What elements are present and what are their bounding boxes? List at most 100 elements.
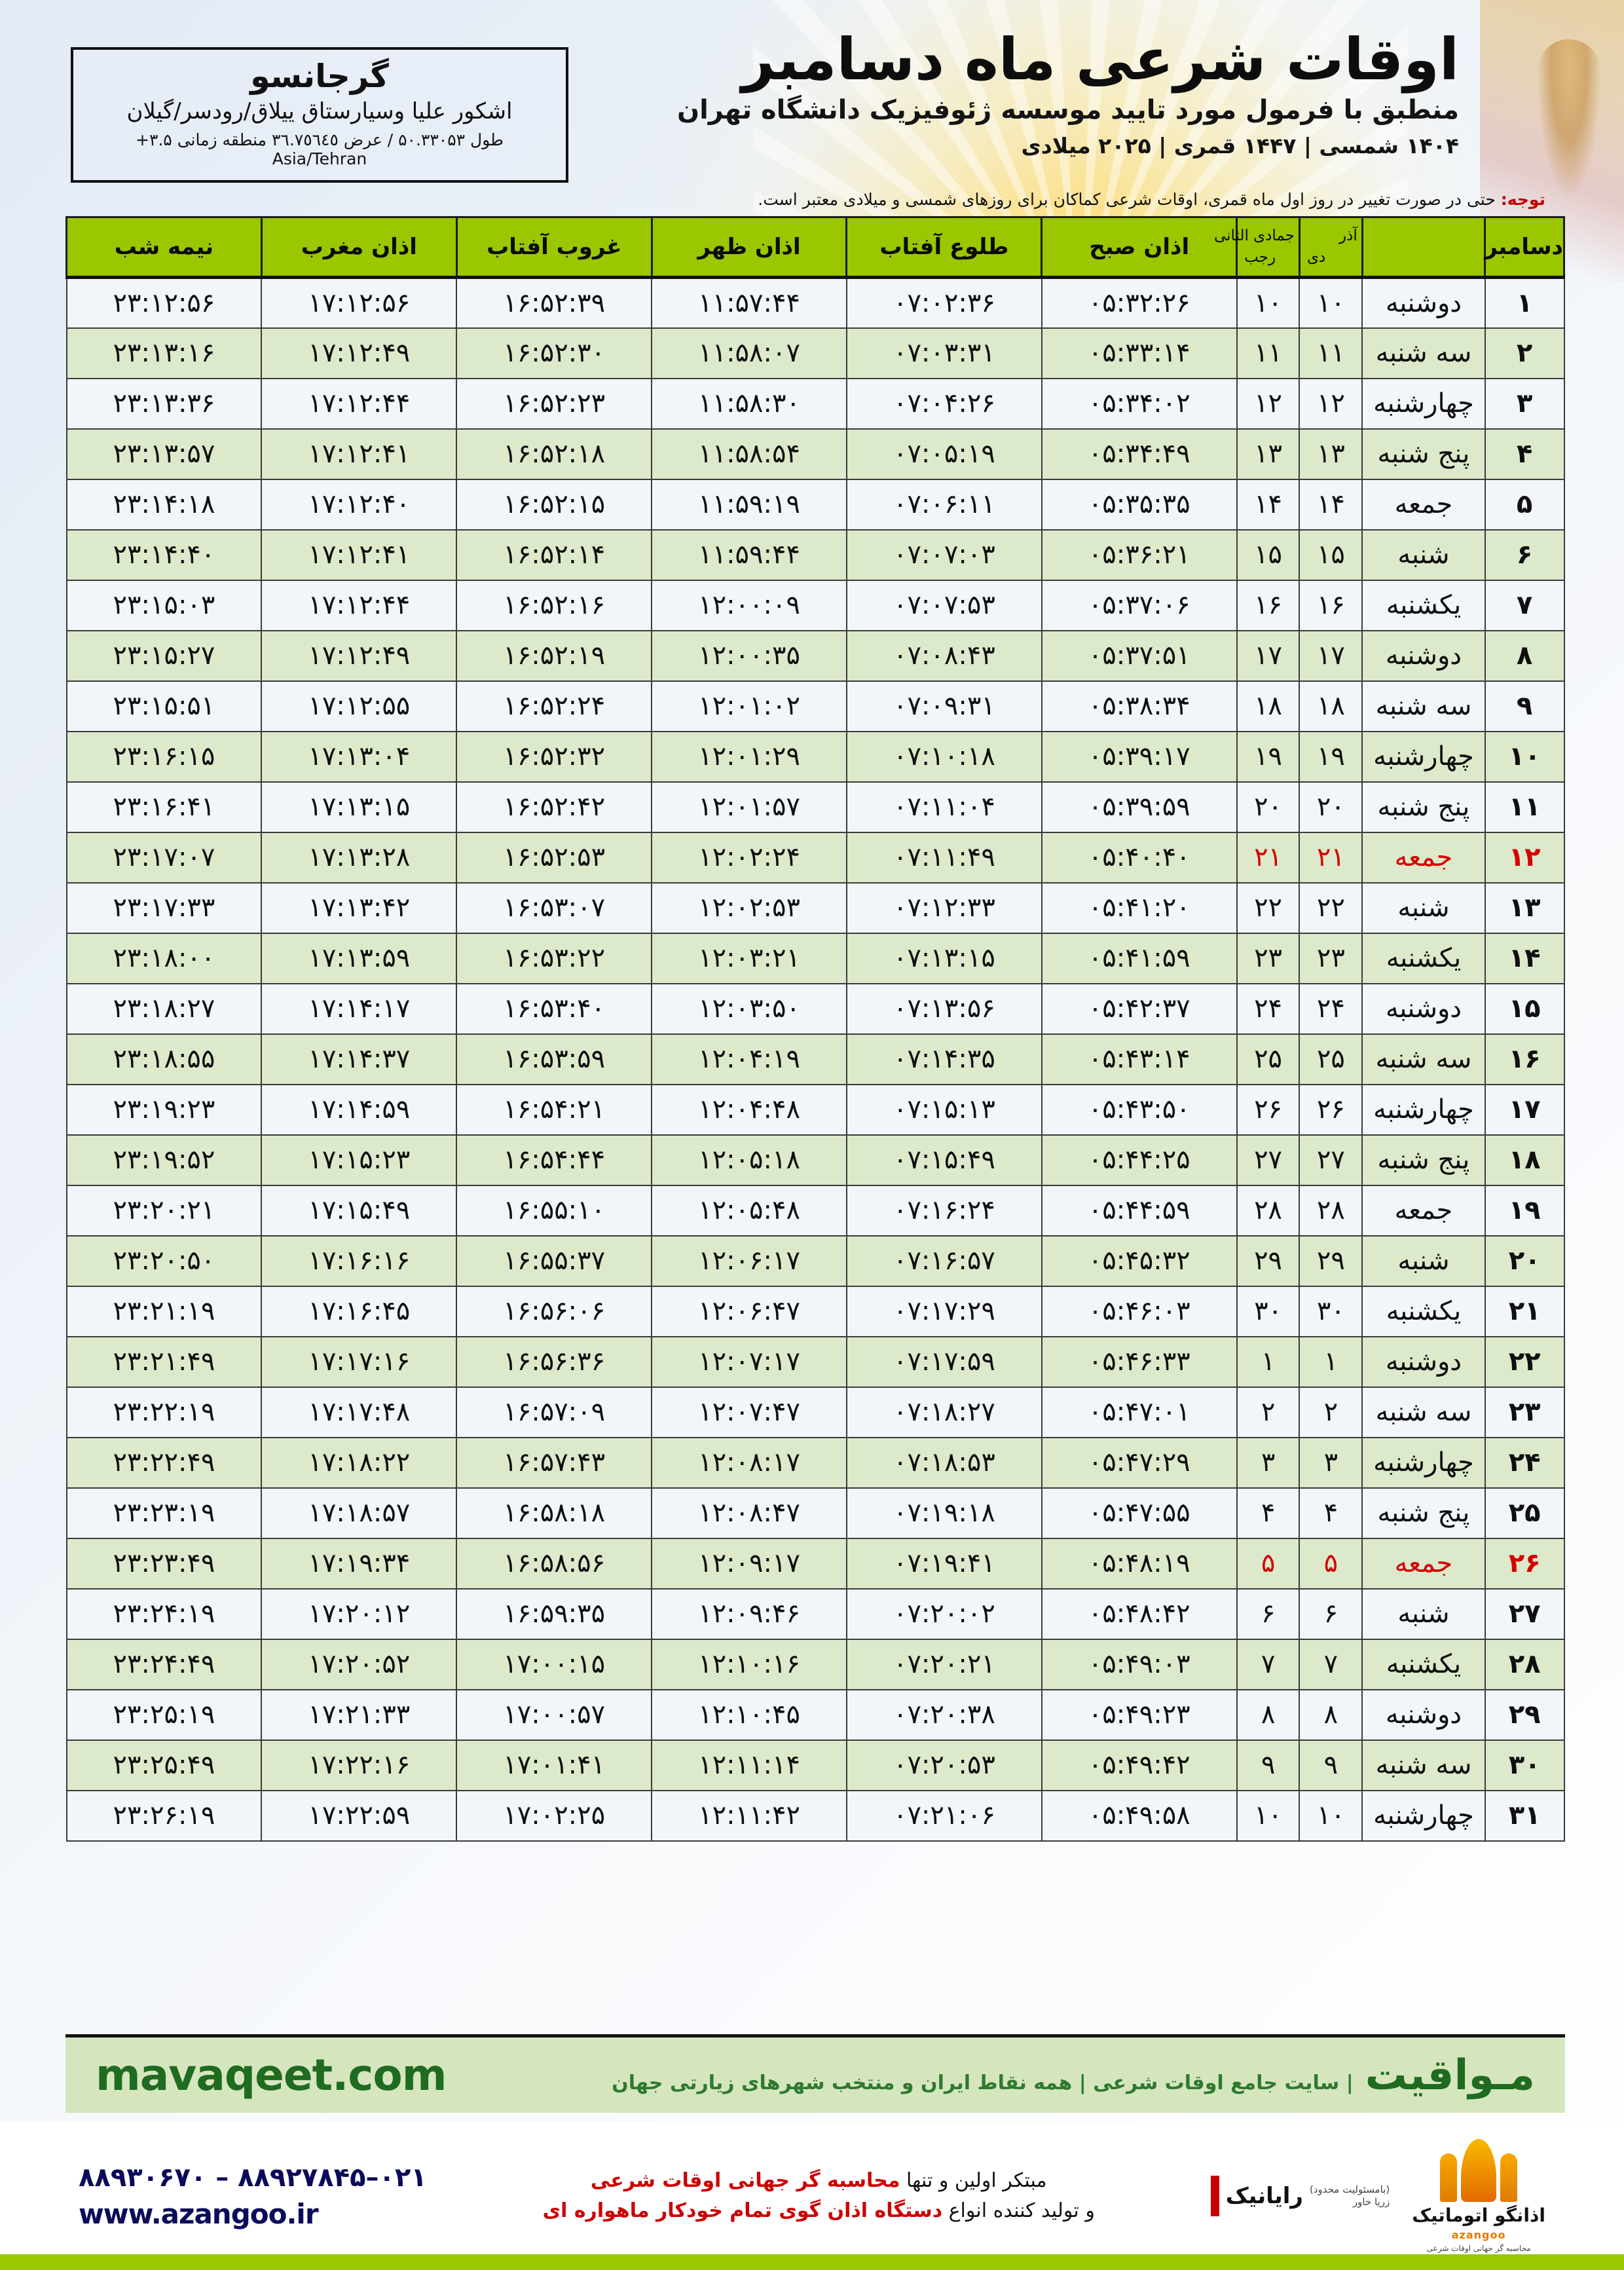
cell-sunrise: ۰۷:۰۲:۳۶ — [845, 276, 1043, 329]
footer-logos: اذانگو اتوماتیک azangoo محاسبه گر جهانی … — [1210, 2139, 1545, 2253]
cell-solar: ۲۳ — [1299, 932, 1363, 984]
cell-sunrise: ۰۷:۰۴:۲۶ — [845, 377, 1043, 430]
cell-midnight: ۲۳:۲۵:۱۹ — [65, 1688, 263, 1741]
cell-dhuhr: ۱۲:۰۱:۲۹ — [651, 730, 847, 783]
cell-day: ۲۸ — [1484, 1638, 1565, 1690]
cell-sunrise: ۰۷:۲۱:۰۶ — [845, 1789, 1043, 1842]
cell-sunset: ۱۶:۵۴:۴۴ — [456, 1134, 653, 1186]
cell-sunset: ۱۶:۵۲:۴۲ — [456, 781, 653, 833]
cell-dhuhr: ۱۱:۵۹:۱۹ — [651, 478, 847, 530]
cell-maghrib: ۱۷:۱۷:۴۸ — [261, 1386, 458, 1438]
cell-fajr: ۰۵:۳۶:۲۱ — [1041, 529, 1238, 581]
cell-sunset: ۱۶:۵۲:۱۴ — [456, 529, 653, 581]
cell-day: ۱۸ — [1484, 1134, 1565, 1186]
note-line: توجه: حتی در صورت تغییر در روز اول ماه ق… — [79, 190, 1545, 209]
cell-solar: ۲۱ — [1299, 831, 1363, 884]
cell-fajr: ۰۵:۴۸:۴۲ — [1041, 1588, 1238, 1640]
cell-midnight: ۲۳:۲۳:۴۹ — [65, 1537, 263, 1590]
header-maghrib: اذان مغرب — [260, 216, 458, 279]
cell-hijri: ۲۸ — [1236, 1184, 1301, 1237]
cell-hijri: ۲ — [1236, 1386, 1301, 1438]
dome-icon — [1461, 2139, 1497, 2202]
cell-day: ۲۰ — [1484, 1235, 1565, 1287]
cell-sunset: ۱۶:۵۲:۲۴ — [456, 680, 653, 732]
cell-solar: ۳ — [1299, 1436, 1363, 1489]
note-label: توجه: — [1500, 190, 1545, 209]
header-hijri-month-top: جمادی الثانی — [1213, 227, 1295, 244]
table-body: ۱ دوشنبه ۱۰ ۱۰ ۰۵:۳۲:۲۶ ۰۷:۰۲:۳۶ ۱۱:۵۷:۴۴ ۱۶:۵۲… — [65, 276, 1565, 1842]
cell-maghrib: ۱۷:۱۵:۴۹ — [261, 1184, 458, 1237]
cell-sunset: ۱۷:۰۱:۴۱ — [456, 1739, 653, 1791]
cell-sunrise: ۰۷:۲۰:۲۱ — [845, 1638, 1043, 1690]
cell-solar: ۲۴ — [1299, 982, 1363, 1035]
cell-maghrib: ۱۷:۲۱:۳۳ — [261, 1688, 458, 1741]
cell-sunset: ۱۶:۵۲:۵۳ — [456, 831, 653, 884]
cell-maghrib: ۱۷:۱۲:۴۹ — [261, 327, 458, 379]
cell-dhuhr: ۱۲:۰۲:۲۴ — [651, 831, 847, 884]
cell-sunset: ۱۶:۵۵:۳۷ — [456, 1235, 653, 1287]
azangoo-logo-tagline: محاسبه گر جهانی اوقات شرعی — [1426, 2244, 1531, 2253]
cell-sunrise: ۰۷:۰۳:۳۱ — [845, 327, 1043, 379]
cell-dhuhr: ۱۲:۰۳:۵۰ — [651, 982, 847, 1035]
cell-midnight: ۲۳:۱۷:۳۳ — [65, 882, 263, 934]
cell-maghrib: ۱۷:۱۲:۴۱ — [261, 428, 458, 480]
cell-hijri: ۱۸ — [1236, 680, 1301, 732]
cell-weekday: پنج شنبه — [1361, 1134, 1486, 1186]
header-december: دسامبر — [1484, 216, 1565, 279]
table-row: ۱۷ چهارشنبه ۲۶ ۲۶ ۰۵:۴۳:۵۰ ۰۷:۱۵:۱۳ ۱۲:۰۴:۴۸ ۱۶… — [65, 1083, 1565, 1136]
brand-website-link[interactable]: mavaqeet.com — [96, 2050, 447, 2100]
table-row: ۱۱ پنج شنبه ۲۰ ۲۰ ۰۵:۳۹:۵۹ ۰۷:۱۱:۰۴ ۱۲:۰۱:۵۷ ۱۶… — [65, 781, 1565, 833]
cell-fajr: ۰۵:۴۹:۴۲ — [1041, 1739, 1238, 1791]
cell-dhuhr: ۱۲:۰۴:۱۹ — [651, 1033, 847, 1085]
cell-sunrise: ۰۷:۱۱:۰۴ — [845, 781, 1043, 833]
cell-solar: ۱۸ — [1299, 680, 1363, 732]
cell-sunset: ۱۶:۵۶:۳۶ — [456, 1335, 653, 1388]
cell-maghrib: ۱۷:۱۴:۳۷ — [261, 1033, 458, 1085]
cell-sunset: ۱۷:۰۰:۵۷ — [456, 1688, 653, 1741]
table-row: ۱ دوشنبه ۱۰ ۱۰ ۰۵:۳۲:۲۶ ۰۷:۰۲:۳۶ ۱۱:۵۷:۴۴ ۱۶:۵۲… — [65, 276, 1565, 329]
table-row: ۱۹ جمعه ۲۸ ۲۸ ۰۵:۴۴:۵۹ ۰۷:۱۶:۲۴ ۱۲:۰۵:۴۸ ۱۶:۵۵:… — [65, 1184, 1565, 1237]
rayanik-side-line2: زریا خاور — [1352, 2196, 1390, 2208]
table-row: ۱۵ دوشنبه ۲۴ ۲۴ ۰۵:۴۲:۳۷ ۰۷:۱۳:۵۶ ۱۲:۰۳:۵۰ ۱۶:۵… — [65, 982, 1565, 1035]
cell-hijri: ۱۱ — [1236, 327, 1301, 379]
cell-solar: ۱۰ — [1299, 1789, 1363, 1842]
cell-day: ۷ — [1484, 579, 1565, 631]
azangoo-logo-fa: اذانگو اتوماتیک — [1412, 2205, 1545, 2226]
cell-sunset: ۱۶:۵۲:۱۵ — [456, 478, 653, 530]
cell-hijri: ۳۰ — [1236, 1285, 1301, 1337]
cell-weekday: سه شنبه — [1361, 1386, 1486, 1438]
cell-hijri: ۲۴ — [1236, 982, 1301, 1035]
cell-sunset: ۱۶:۵۵:۱۰ — [456, 1184, 653, 1237]
cell-hijri: ۲۶ — [1236, 1083, 1301, 1136]
cell-day: ۶ — [1484, 529, 1565, 581]
cell-dhuhr: ۱۲:۰۸:۱۷ — [651, 1436, 847, 1489]
cell-weekday: دوشنبه — [1361, 1335, 1486, 1388]
cell-day: ۲۵ — [1484, 1487, 1565, 1539]
cell-hijri: ۱۹ — [1236, 730, 1301, 783]
cell-fajr: ۰۵:۴۷:۵۵ — [1041, 1487, 1238, 1539]
cell-hijri: ۲۰ — [1236, 781, 1301, 833]
cell-sunrise: ۰۷:۱۷:۵۹ — [845, 1335, 1043, 1388]
rayanik-logo: (بامسئولیت محدود) زریا خاور رایانیک — [1210, 2176, 1390, 2216]
cell-solar: ۵ — [1299, 1537, 1363, 1590]
cell-sunrise: ۰۷:۱۳:۵۶ — [845, 982, 1043, 1035]
cell-sunrise: ۰۷:۰۵:۱۹ — [845, 428, 1043, 480]
slogan-line-1-plain: مبتکر اولین و تنها — [900, 2168, 1047, 2192]
table-row: ۳۱ چهارشنبه ۱۰ ۱۰ ۰۵:۴۹:۵۸ ۰۷:۲۱:۰۶ ۱۲:۱۱:۴۲ ۱۷… — [65, 1789, 1565, 1842]
cell-dhuhr: ۱۲:۰۷:۴۷ — [651, 1386, 847, 1438]
cell-maghrib: ۱۷:۱۸:۵۷ — [261, 1487, 458, 1539]
table-header-row: دسامبر آذر دی جمادی الثانی رجب اذان صبح … — [65, 216, 1565, 279]
cell-maghrib: ۱۷:۱۴:۵۹ — [261, 1083, 458, 1136]
contact-website[interactable]: www.azangoo.ir — [79, 2197, 319, 2230]
cell-sunrise: ۰۷:۱۶:۵۷ — [845, 1235, 1043, 1287]
brand-name: مـواقیت — [1365, 2051, 1535, 2100]
cell-weekday: یکشنبه — [1361, 932, 1486, 984]
table-row: ۸ دوشنبه ۱۷ ۱۷ ۰۵:۳۷:۵۱ ۰۷:۰۸:۴۳ ۱۲:۰۰:۳۵ ۱۶:۵۲… — [65, 629, 1565, 682]
cell-maghrib: ۱۷:۱۳:۲۸ — [261, 831, 458, 884]
slogan-line-2-plain: و تولید کننده انواع — [942, 2199, 1095, 2222]
cell-sunrise: ۰۷:۱۷:۲۹ — [845, 1285, 1043, 1337]
cell-midnight: ۲۳:۱۳:۳۶ — [65, 377, 263, 430]
cell-sunset: ۱۶:۵۳:۵۹ — [456, 1033, 653, 1085]
cell-fajr: ۰۵:۴۳:۱۴ — [1041, 1033, 1238, 1085]
cell-hijri: ۱۰ — [1236, 276, 1301, 329]
